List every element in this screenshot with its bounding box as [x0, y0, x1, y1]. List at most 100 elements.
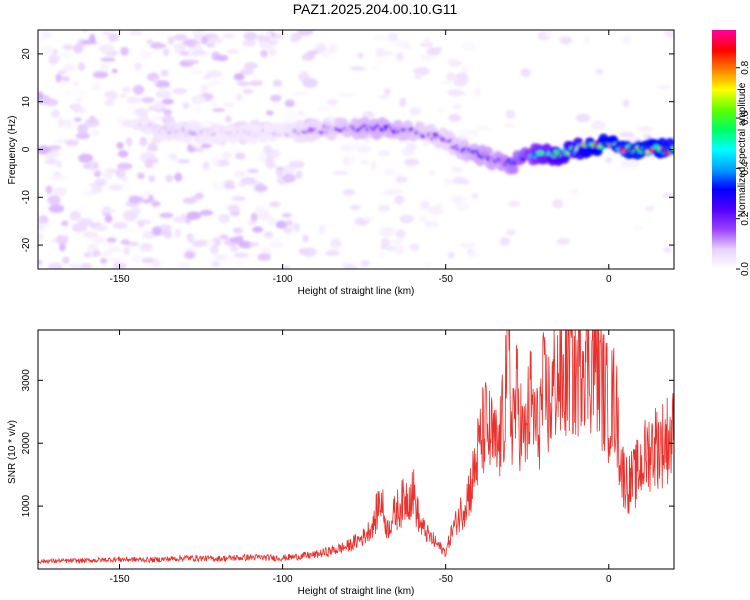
- spectrogram-cell: [322, 52, 332, 58]
- spectrogram-cell: [476, 124, 490, 132]
- spectrogram-cell: [215, 54, 229, 62]
- spectrogram-cell: [243, 31, 258, 41]
- spectrogram-cell: [450, 195, 465, 203]
- spectrogram-cell: [72, 81, 80, 87]
- spectrogram-cell: [155, 80, 170, 89]
- colorbar: 0.0 0.2 0.4 0.6 0.8 Normalized spectral ampl…: [712, 30, 750, 276]
- spectrogram-cell: [181, 133, 192, 144]
- spectrogram-cell: [45, 151, 55, 160]
- snr-y-tick-label: 3000: [21, 369, 32, 392]
- spectrogram-cell: [619, 131, 635, 138]
- spectrogram-x-axis: -150 -100 -50 0: [110, 30, 612, 285]
- spectrogram-cell: [508, 164, 519, 175]
- spectrogram-cell: [205, 42, 216, 48]
- spectrogram-cell: [448, 113, 462, 122]
- spectrogram-cell: [112, 221, 128, 230]
- spectrogram-cell: [209, 98, 218, 107]
- spectrogram-cell: [234, 260, 246, 265]
- spectrogram-cell: [41, 31, 52, 39]
- spectrogram-cell: [285, 99, 295, 105]
- spectrogram-cell: [436, 106, 445, 113]
- spectrogram-cell: [202, 161, 210, 171]
- spectrogram-cell: [168, 152, 178, 161]
- spectrogram-cell: [233, 73, 245, 81]
- colorbar-tick-label: 0.0: [740, 262, 750, 276]
- spectrogram-cell: [128, 30, 145, 36]
- spectrogram-cell: [263, 231, 274, 239]
- spectrogram-cell: [461, 41, 476, 51]
- spectrogram-cell: [38, 232, 44, 241]
- spectrogram-cell: [359, 159, 369, 166]
- spectrogram-cell: [199, 84, 208, 94]
- spectrogram-cell: [389, 188, 404, 194]
- spectrogram-cell: [104, 215, 113, 223]
- spectrogram-cell: [657, 84, 671, 90]
- spectrogram-cell: [151, 201, 162, 206]
- spectrogram-cell: [100, 257, 108, 264]
- spectrogram-cell: [177, 159, 190, 164]
- spectrogram-cell: [643, 133, 652, 140]
- spectrogram-cell: [257, 152, 268, 162]
- spectrogram-cell: [77, 123, 89, 134]
- spectrogram-cell: [106, 247, 123, 253]
- spectrogram-cell: [326, 99, 339, 106]
- spectrogram-cell: [115, 168, 126, 179]
- spectrogram-cell: [316, 106, 330, 113]
- spectrogram-cell: [95, 224, 109, 232]
- spectrogram-cell: [82, 164, 92, 169]
- spectrogram-cell: [138, 50, 154, 57]
- spectrogram-y-tick-label: -10: [21, 190, 32, 205]
- spectrogram-cell: [275, 168, 284, 178]
- spectrogram-cell: [120, 176, 129, 182]
- spectrogram-cell: [210, 80, 223, 85]
- spectrogram-image: [38, 30, 674, 269]
- spectrogram-cell: [92, 235, 107, 245]
- spectrogram-cell: [428, 169, 436, 177]
- spectrogram-cell: [109, 257, 122, 263]
- spectrogram-cell: [370, 161, 377, 171]
- spectrogram-cell: [267, 216, 276, 226]
- spectrogram-cell: [91, 83, 102, 91]
- snr-y-tick-label: 1000: [21, 495, 32, 518]
- spectrogram-cell: [120, 239, 130, 245]
- spectrogram-cell: [199, 120, 215, 127]
- spectrogram-cell: [231, 195, 246, 201]
- spectrogram-cell: [47, 262, 63, 269]
- spectrogram-cell: [361, 215, 374, 221]
- spectrogram-cell: [41, 46, 48, 52]
- spectrogram-cell: [99, 251, 112, 257]
- spectrogram-cell: [332, 170, 349, 176]
- spectrogram-cell: [38, 215, 49, 224]
- spectrogram-cell: [153, 101, 164, 110]
- spectrogram-cell: [148, 175, 155, 183]
- spectrogram-cell: [56, 160, 63, 169]
- spectrogram-cell: [152, 77, 160, 84]
- spectrogram-cell: [133, 107, 149, 117]
- spectrogram-cell: [269, 201, 281, 208]
- spectrogram-cell: [45, 98, 59, 107]
- spectrogram-cell: [284, 220, 293, 226]
- spectrogram-cell: [63, 63, 75, 72]
- spectrogram-cell: [57, 69, 67, 75]
- spectrogram-cell: [595, 68, 604, 75]
- spectrogram-cell: [448, 251, 455, 259]
- spectrogram-cell: [460, 66, 469, 74]
- spectrogram-cell: [240, 176, 257, 185]
- spectrogram-cell: [131, 254, 141, 264]
- spectrogram-cell: [80, 262, 93, 269]
- spectrogram-cell: [163, 48, 170, 57]
- spectrogram-cell: [520, 68, 531, 77]
- spectrogram-cell: [121, 87, 132, 92]
- spectrogram-cell: [250, 212, 258, 222]
- snr-x-tick-label: -100: [273, 574, 293, 585]
- spectrogram-cell: [173, 132, 184, 143]
- spectrogram-cell: [92, 250, 101, 257]
- spectrogram-cell: [206, 69, 223, 78]
- spectrogram-cell: [73, 117, 82, 122]
- spectrogram-cell: [240, 68, 254, 75]
- spectrogram-cell: [147, 142, 158, 152]
- spectrogram-cell: [247, 220, 257, 225]
- spectrogram-cell: [185, 59, 199, 65]
- colorbar-tick-label: 0.4: [740, 161, 750, 175]
- spectrogram-cell: [117, 150, 129, 158]
